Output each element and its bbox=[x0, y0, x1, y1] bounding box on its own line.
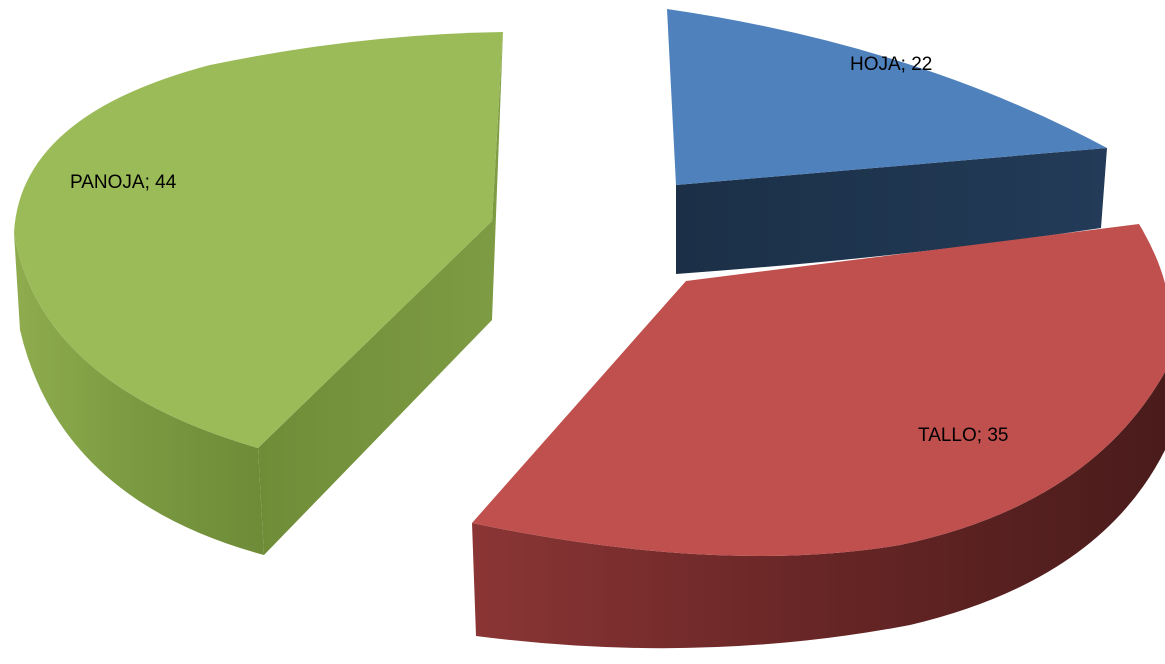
slice-hoja-top bbox=[667, 9, 1107, 185]
slice-panoja-cut bbox=[258, 32, 503, 555]
slice-tallo-top bbox=[472, 224, 1165, 556]
slice-tallo-side bbox=[472, 372, 1165, 649]
slice-panoja-top bbox=[14, 32, 503, 448]
slice-hoja bbox=[667, 9, 1107, 274]
data-label-hoja: HOJA; 22 bbox=[850, 54, 932, 75]
data-label-panoja: PANOJA; 44 bbox=[70, 172, 177, 193]
slice-panoja bbox=[14, 32, 503, 555]
slice-hoja-side bbox=[676, 148, 1107, 274]
data-label-tallo: TALLO; 35 bbox=[918, 425, 1008, 446]
slice-panoja-side bbox=[14, 233, 264, 555]
slice-tallo bbox=[472, 224, 1165, 649]
